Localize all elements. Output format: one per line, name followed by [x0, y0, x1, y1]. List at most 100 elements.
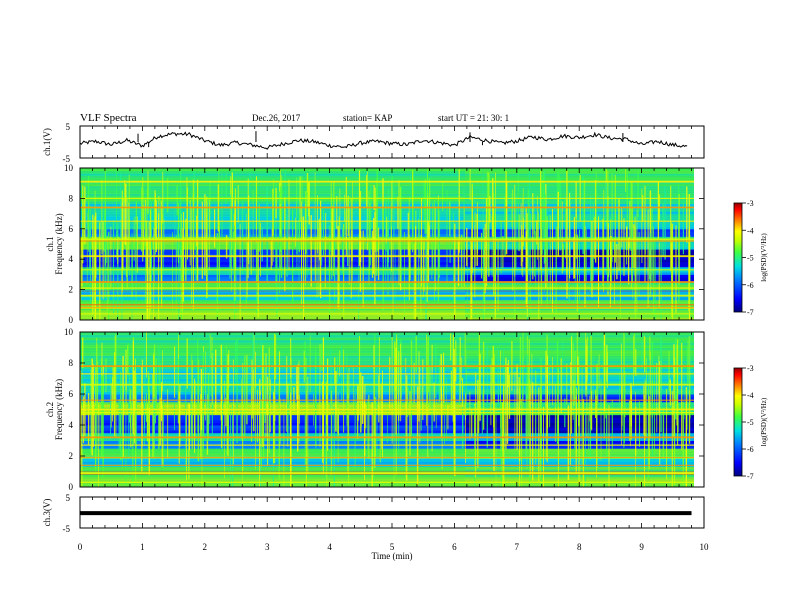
spectrogram-band	[80, 414, 465, 418]
spectrogram-band	[80, 381, 465, 385]
y-tick-label: 5	[66, 122, 71, 132]
spectrogram-band	[465, 368, 694, 372]
y-tick-label: 6	[69, 224, 74, 234]
spectrogram-band	[80, 332, 465, 336]
colorbar-tick-label: -3	[747, 364, 754, 373]
spectrogram-band	[80, 292, 465, 296]
spectrogram-band	[465, 221, 694, 225]
ch1-waveform-line	[79, 131, 688, 150]
colorbar-tick-label: -6	[747, 445, 754, 454]
spectrogram-band	[465, 350, 694, 354]
spectrogram-band	[465, 226, 694, 230]
colorbar-scale	[733, 367, 743, 477]
panel-ylabel: Frequency (kHz)	[54, 213, 64, 274]
y-tick-label: 0	[69, 315, 74, 325]
colorbar-tick-label: -5	[747, 254, 754, 263]
colorbar-tick-label: -7	[747, 308, 754, 317]
x-tick-label: 10	[700, 542, 710, 552]
x-tick-label: 1	[140, 542, 145, 552]
spectrogram-band	[80, 370, 465, 374]
panel-ylabel: Frequency (kHz)	[54, 379, 64, 440]
spectrogram-band	[465, 347, 694, 351]
x-axis-label: Time (min)	[372, 551, 413, 561]
spectrogram-band	[80, 334, 465, 338]
spectrogram-band	[80, 461, 465, 465]
x-tick-label: 8	[577, 542, 582, 552]
spectrogram-band	[465, 394, 694, 398]
spectrogram-band	[465, 216, 694, 220]
spectrogram-band	[80, 360, 465, 364]
colorbar-tick-label: -5	[747, 418, 754, 427]
spectrogram-band	[80, 170, 465, 174]
spectrogram-band	[465, 183, 694, 187]
colorbar-scale	[733, 202, 743, 313]
spectrogram-band	[80, 350, 465, 354]
y-tick-label: 4	[69, 254, 74, 264]
spectrogram-band	[465, 365, 694, 369]
y-tick-label: 2	[69, 451, 74, 461]
panel-ylabel: ch.1	[45, 236, 55, 251]
x-tick-label: 7	[515, 542, 520, 552]
spectrogram-band	[80, 425, 465, 429]
spectrogram-band	[80, 178, 465, 182]
spectrogram-band	[465, 175, 694, 179]
spectrogram-band	[80, 309, 465, 313]
spectrogram-band	[465, 223, 694, 227]
spectrogram-band	[465, 213, 694, 217]
spectrogram-band	[80, 274, 465, 278]
panel-ylabel: ch.2	[45, 402, 55, 417]
spectrogram-band	[80, 440, 465, 444]
spectrogram-band	[465, 190, 694, 194]
spectrogram-band	[465, 200, 694, 204]
spectrogram-band	[80, 412, 465, 416]
spectrogram-band	[465, 185, 694, 189]
spectrogram-band	[80, 388, 465, 392]
spectrogram-band	[80, 339, 465, 343]
spectrogram-band	[80, 357, 465, 361]
y-tick-label: 4	[69, 420, 74, 430]
spectrogram-band	[80, 448, 465, 452]
start-time-label: start UT = 21: 30: 1	[438, 113, 510, 123]
spectrogram-band	[465, 373, 694, 377]
spectrogram-band	[465, 355, 694, 359]
y-tick-label: 2	[69, 285, 74, 295]
spectrogram-band	[80, 363, 465, 367]
spectrogram-band	[465, 357, 694, 361]
x-tick-label: 3	[265, 542, 270, 552]
ch1-spectrogram-panel	[80, 168, 694, 320]
spectrogram-band	[80, 185, 465, 189]
spectrogram-band	[465, 388, 694, 392]
spectrogram-band	[80, 430, 465, 434]
spectrogram-band	[80, 173, 465, 177]
spectrogram-band	[465, 188, 694, 192]
colorbar-tick-label: -7	[747, 472, 754, 481]
spectrogram-band	[80, 266, 465, 270]
spectrogram-band	[80, 347, 465, 351]
spectrogram-band	[465, 208, 694, 212]
spectrogram-band	[80, 401, 465, 405]
ch1-waveform-panel	[79, 131, 688, 150]
spectrogram-band	[80, 375, 465, 379]
spectrogram-band	[465, 378, 694, 382]
spectrogram-band	[80, 450, 465, 454]
spectrogram-band	[465, 337, 694, 341]
spectrogram-band	[80, 317, 465, 320]
x-tick-label: 4	[327, 542, 332, 552]
spectrogram-band	[465, 173, 694, 177]
spectrogram-band	[80, 432, 465, 436]
ch2-spectrogram-panel	[80, 332, 694, 487]
spectrogram-band	[465, 363, 694, 367]
y-tick-label: 5	[66, 493, 71, 503]
spectrogram-band	[80, 417, 465, 421]
x-tick-label: 5	[390, 542, 395, 552]
spectrogram-band	[80, 337, 465, 341]
spectrogram-band	[465, 370, 694, 374]
spectrogram-band	[80, 458, 465, 462]
y-tick-label: 0	[69, 482, 74, 492]
spectrogram-band	[80, 394, 465, 398]
colorbar-tick-label: -3	[747, 199, 754, 208]
spectrogram-band	[80, 344, 465, 348]
spectrogram-band	[80, 404, 465, 408]
